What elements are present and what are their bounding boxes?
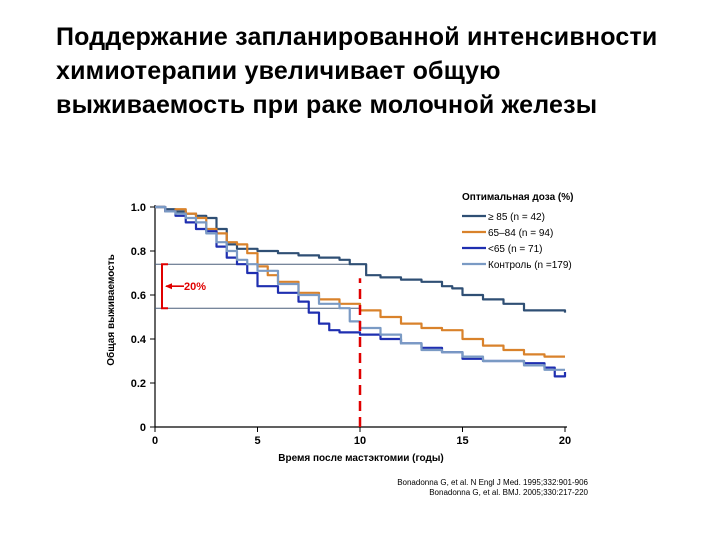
x-tick-label: 10 <box>354 435 366 447</box>
x-tick-label: 20 <box>559 435 571 447</box>
title-line-2: химиотерапии увеличивает общую <box>56 57 501 85</box>
chart-annotation: 20% <box>161 263 362 427</box>
legend-label-4: Контроль (n =179) <box>488 260 572 271</box>
y-tick-label: 1.0 <box>131 202 146 214</box>
chart-series <box>155 205 567 378</box>
chart-legend: ≥ 85 (n = 42) 65–84 (n = 94) <65 (n = 71) К… <box>462 212 572 271</box>
y-tick-label: 0.6 <box>131 290 146 302</box>
citation-1: Bonadonna G, et al. N Engl J Med. 1995;3… <box>397 478 588 487</box>
gap-label: 20% <box>184 281 206 293</box>
series-line-1 <box>155 205 567 313</box>
citation-2: Bonadonna G, et al. BMJ. 2005;330:217-22… <box>429 488 588 497</box>
page-title: Поддержание запланированной интенсивност… <box>56 20 716 122</box>
x-tick-label: 5 <box>254 435 260 447</box>
y-tick-label: 0.2 <box>131 378 146 390</box>
title-line-3: выживаемость при раке молочной железы <box>56 91 598 119</box>
legend-label-2: 65–84 (n = 94) <box>488 228 553 239</box>
legend-title: Оптимальная доза (%) <box>462 192 573 203</box>
x-tick-label: 0 <box>152 435 158 447</box>
legend-label-1: ≥ 85 (n = 42) <box>488 212 545 223</box>
legend-label-3: <65 (n = 71) <box>488 244 542 255</box>
gap-bracket <box>161 263 168 310</box>
series-line-4 <box>155 205 565 371</box>
chart-axes: 0 0.2 0.4 0.6 0.8 1.0 0 5 10 15 20 <box>131 202 571 447</box>
title-line-1: Поддержание запланированной интенсивност… <box>56 23 658 51</box>
x-tick-label: 15 <box>456 435 468 447</box>
y-axis-label: Общая выживаемость <box>105 254 117 365</box>
x-axis-label: Время после мастэктомии (годы) <box>278 453 444 464</box>
y-tick-label: 0.4 <box>131 334 147 346</box>
y-tick-label: 0.8 <box>131 246 146 258</box>
gap-arrow-head <box>165 283 172 290</box>
y-tick-label: 0 <box>140 422 146 434</box>
